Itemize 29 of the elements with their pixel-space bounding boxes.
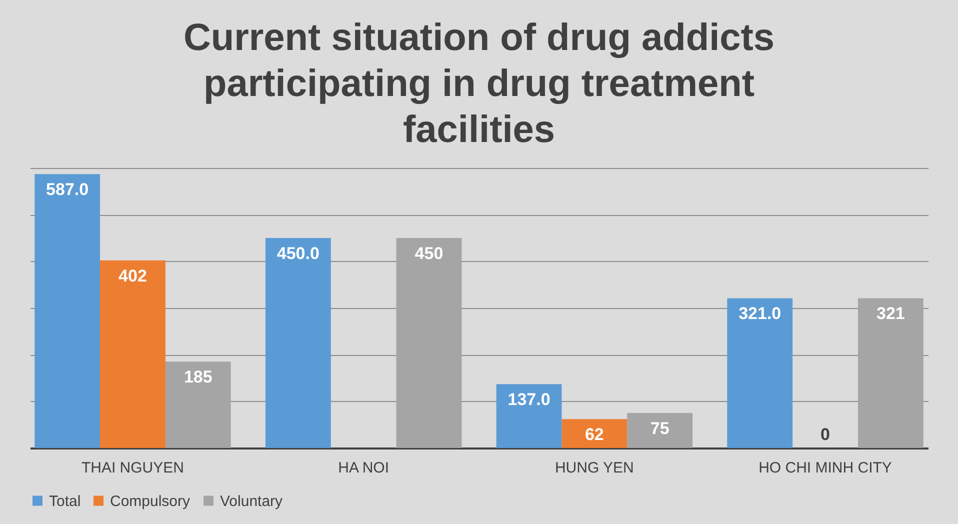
bar — [100, 260, 166, 448]
bar — [727, 298, 793, 448]
bar — [858, 298, 924, 448]
data-label: 0 — [820, 425, 830, 444]
bar — [627, 413, 693, 448]
bar — [34, 174, 100, 448]
x-tick-label: THAI NGUYEN — [81, 460, 184, 476]
data-label: 402 — [118, 266, 147, 286]
data-label: 321.0 — [738, 304, 782, 324]
data-label: 75 — [650, 419, 670, 438]
data-label: 62 — [584, 425, 604, 444]
legend-label: Total — [49, 492, 81, 510]
data-label: 587.0 — [46, 180, 89, 200]
x-tick-label: HUNG YEN — [554, 460, 634, 476]
data-label: 137.0 — [508, 390, 550, 410]
bar — [496, 384, 562, 448]
bar — [562, 419, 628, 448]
legend-label: Compulsory — [110, 492, 191, 510]
bar — [265, 238, 331, 448]
legend-label: Voluntary — [220, 492, 284, 510]
bar — [396, 238, 462, 448]
bar — [165, 362, 231, 448]
data-label: 450.0 — [276, 244, 320, 263]
data-label: 450 — [414, 244, 444, 263]
data-label: 185 — [184, 368, 212, 387]
x-tick-label: HA NOI — [338, 460, 390, 476]
chart-title: Current situation of drug addicts participating in drug treatment facilities — [183, 17, 775, 151]
x-tick-label: HO CHI MINH CITY — [758, 460, 892, 476]
data-label: 321 — [876, 304, 905, 324]
